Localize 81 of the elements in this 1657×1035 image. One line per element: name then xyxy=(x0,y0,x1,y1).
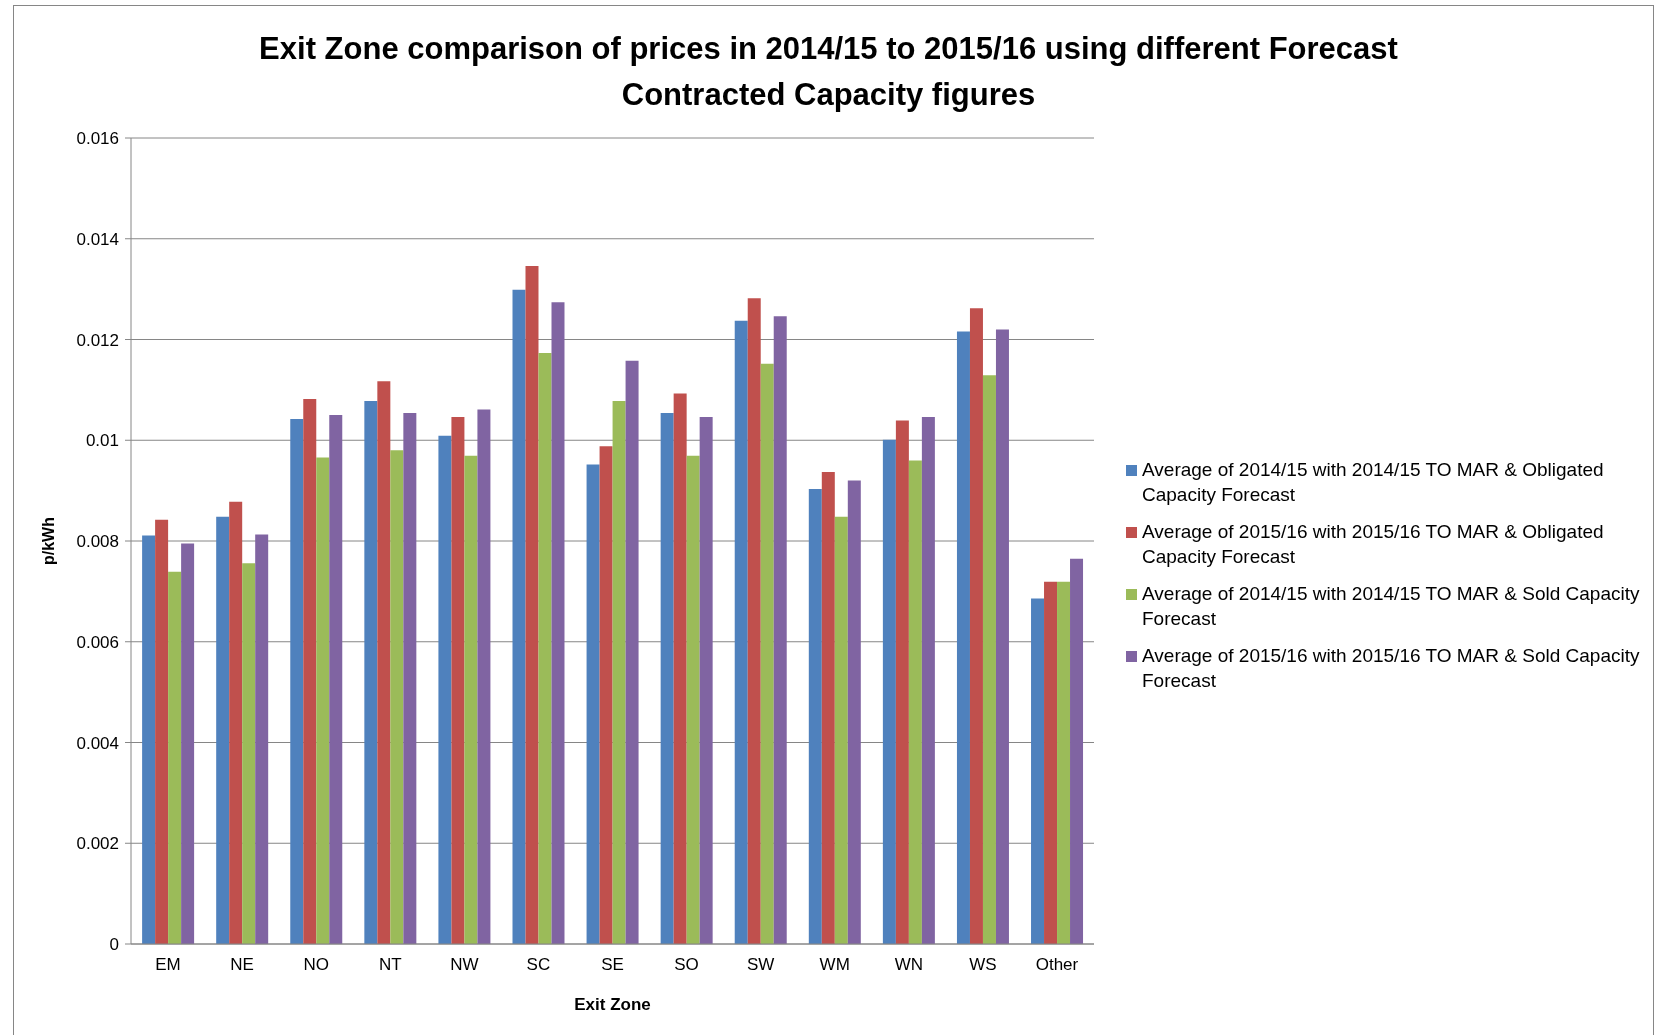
bar xyxy=(834,516,848,944)
legend-label: Average of 2015/16 with 2015/16 TO MAR & Obligated Capacity Forecast xyxy=(1142,520,1605,569)
bar xyxy=(512,289,526,944)
bar xyxy=(364,400,378,944)
y-tick-label: 0.006 xyxy=(76,632,119,652)
bar xyxy=(908,460,922,944)
bar xyxy=(316,457,330,944)
bar xyxy=(956,331,970,944)
bar xyxy=(773,316,787,944)
bar xyxy=(808,489,822,944)
bar xyxy=(142,535,156,944)
bar xyxy=(216,516,230,944)
bar xyxy=(760,363,774,944)
bar xyxy=(303,398,317,944)
x-tick-label: NO xyxy=(303,955,329,975)
y-tick-label: 0.008 xyxy=(76,532,119,552)
bar xyxy=(1044,581,1058,944)
y-tick-label: 0.012 xyxy=(76,330,119,350)
x-tick-label: WM xyxy=(819,955,850,975)
bar xyxy=(625,360,639,944)
bar xyxy=(229,501,243,944)
bar xyxy=(155,519,169,944)
x-tick-label: WN xyxy=(894,955,923,975)
y-tick-label: 0.016 xyxy=(76,129,119,149)
bar xyxy=(673,393,687,944)
bar xyxy=(847,480,861,944)
bar xyxy=(599,446,613,944)
x-tick-label: SO xyxy=(674,955,699,975)
bar xyxy=(477,409,491,944)
legend-label: Average of 2015/16 with 2015/16 TO MAR & Sold Capacity Forecast xyxy=(1142,644,1641,693)
y-tick-label: 0.004 xyxy=(76,733,119,753)
legend-label: Average of 2014/15 with 2014/15 TO MAR & Obligated Capacity Forecast xyxy=(1142,458,1605,507)
bar xyxy=(525,265,539,944)
x-tick-label: SE xyxy=(601,955,624,975)
bar xyxy=(451,417,465,944)
y-axis-title: p/kWh xyxy=(39,517,57,565)
bar xyxy=(1057,581,1071,944)
bar xyxy=(464,455,478,944)
bar xyxy=(329,415,343,944)
bar xyxy=(1031,598,1045,944)
x-tick-label: NT xyxy=(378,955,402,975)
bar xyxy=(255,534,269,944)
bar xyxy=(921,417,935,944)
bar xyxy=(895,420,909,944)
y-tick-label: 0.01 xyxy=(85,431,119,451)
bar xyxy=(699,417,713,944)
y-tick-label: 0 xyxy=(109,935,119,955)
bar xyxy=(747,298,761,944)
x-tick-label: WS xyxy=(969,955,997,975)
bar xyxy=(734,320,748,944)
bar xyxy=(168,571,182,944)
bar xyxy=(290,419,304,944)
bar xyxy=(586,464,600,944)
x-tick-label: EM xyxy=(155,955,181,975)
y-tick-label: 0.014 xyxy=(76,229,119,249)
chart-title: Exit Zone comparison of prices in 2014/15 to 2015/16 using different Forecast Contracted Capacity figures xyxy=(258,30,1399,114)
bar xyxy=(181,543,195,944)
bar xyxy=(982,375,996,944)
bar xyxy=(242,563,256,944)
x-tick-label: Other xyxy=(1035,955,1079,975)
x-tick-label: NE xyxy=(230,955,254,975)
bar xyxy=(821,471,835,944)
y-tick-label: 0.002 xyxy=(76,834,119,854)
bar xyxy=(390,450,404,944)
bar xyxy=(551,302,565,944)
x-tick-label: SC xyxy=(526,955,551,975)
bar xyxy=(1070,558,1084,944)
x-axis-title: Exit Zone xyxy=(574,995,651,1014)
bar xyxy=(403,413,417,944)
bar xyxy=(995,329,1009,944)
legend-label: Average of 2014/15 with 2014/15 TO MAR & Sold Capacity Forecast xyxy=(1142,582,1641,631)
bar xyxy=(612,400,626,944)
bar xyxy=(538,353,552,944)
bar xyxy=(686,455,700,944)
x-tick-label: NW xyxy=(450,955,479,975)
x-tick-label: SW xyxy=(746,955,775,975)
bar xyxy=(882,439,896,944)
bar xyxy=(377,381,391,944)
bar xyxy=(969,308,983,944)
bar xyxy=(660,413,674,944)
bar xyxy=(438,435,452,944)
